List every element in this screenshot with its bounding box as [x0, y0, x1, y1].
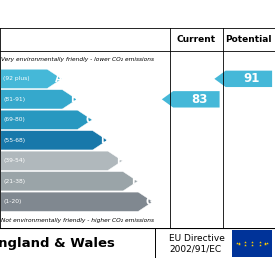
Text: A: A: [55, 74, 62, 84]
Text: (39-54): (39-54): [3, 158, 25, 163]
Text: F: F: [131, 176, 138, 186]
FancyBboxPatch shape: [232, 230, 272, 257]
Text: Not environmentally friendly - higher CO₂ emissions: Not environmentally friendly - higher CO…: [1, 218, 154, 223]
Text: G: G: [145, 197, 153, 207]
Polygon shape: [1, 192, 153, 211]
Polygon shape: [1, 172, 138, 191]
Text: 83: 83: [191, 93, 207, 106]
Text: England & Wales: England & Wales: [0, 237, 115, 250]
Text: 91: 91: [243, 72, 260, 85]
Text: 2002/91/EC: 2002/91/EC: [169, 245, 221, 254]
Polygon shape: [214, 71, 272, 87]
Text: (81-91): (81-91): [3, 97, 25, 102]
Polygon shape: [1, 131, 107, 150]
Text: Potential: Potential: [226, 35, 272, 44]
Text: (1-20): (1-20): [3, 199, 22, 204]
Text: (55-68): (55-68): [3, 138, 25, 143]
Polygon shape: [1, 90, 77, 109]
Text: (69-80): (69-80): [3, 117, 25, 122]
Text: (21-38): (21-38): [3, 179, 25, 184]
Polygon shape: [1, 69, 62, 88]
Text: B: B: [70, 94, 77, 104]
Polygon shape: [1, 151, 122, 171]
Text: Current: Current: [177, 35, 216, 44]
Text: Environmental Impact (CO₂) Rating: Environmental Impact (CO₂) Rating: [21, 7, 254, 20]
Polygon shape: [1, 110, 92, 130]
Text: C: C: [85, 115, 92, 125]
Text: EU Directive: EU Directive: [169, 234, 225, 243]
Text: (92 plus): (92 plus): [3, 76, 30, 81]
Text: E: E: [116, 156, 122, 166]
Polygon shape: [162, 91, 219, 108]
Text: D: D: [100, 135, 108, 145]
Text: Very environmentally friendly - lower CO₂ emissions: Very environmentally friendly - lower CO…: [1, 57, 154, 62]
